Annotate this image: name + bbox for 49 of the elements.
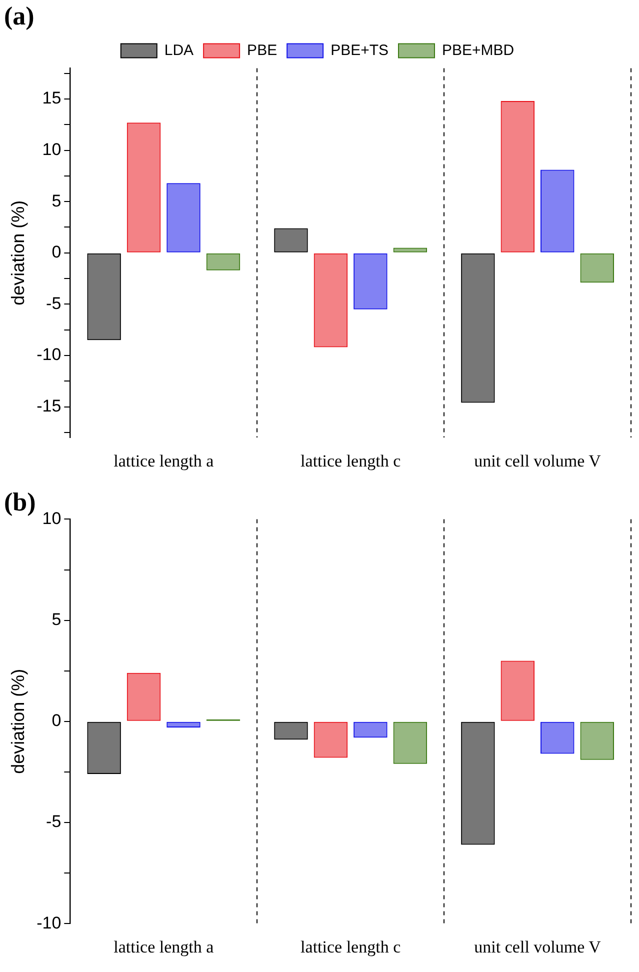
bar — [126, 672, 161, 721]
bar — [461, 253, 495, 403]
x-tick-label: unit cell volume V — [474, 937, 602, 956]
bar — [166, 722, 200, 728]
y-tick-label: -10 — [36, 345, 62, 364]
bar — [314, 253, 348, 348]
x-tick-label: unit cell volume V — [474, 451, 602, 470]
bar — [274, 722, 308, 740]
bar — [354, 253, 388, 310]
bar — [540, 170, 574, 252]
bar — [87, 722, 121, 774]
bar — [580, 253, 614, 283]
bar — [500, 101, 535, 252]
y-axis-title: deviation (%) — [8, 668, 28, 774]
x-tick-label: lattice length c — [300, 451, 402, 470]
bar — [126, 122, 161, 252]
legend-label: LDA — [164, 42, 194, 59]
bar — [393, 722, 428, 764]
y-tick-label: 15 — [42, 88, 62, 108]
bar — [580, 722, 614, 760]
y-tick-label: -5 — [46, 812, 62, 832]
y-tick-label: -15 — [36, 396, 62, 416]
bar — [87, 253, 121, 340]
bar — [166, 183, 200, 252]
bar — [461, 722, 495, 845]
y-tick-label: -5 — [46, 294, 62, 313]
chart-title: (b) — [4, 487, 36, 516]
y-tick-label: 0 — [52, 242, 62, 262]
bar — [500, 660, 535, 721]
y-tick-label: 10 — [42, 140, 62, 159]
bar — [354, 722, 388, 738]
x-tick-label: lattice length a — [114, 451, 214, 470]
bar — [274, 228, 308, 252]
x-tick-label: lattice length c — [300, 937, 402, 956]
x-tick-label: lattice length a — [114, 937, 214, 956]
legend-label: PBE+MBD — [442, 42, 514, 59]
y-tick-label: 0 — [52, 711, 62, 730]
y-tick-label: 5 — [52, 610, 62, 629]
bar — [206, 253, 240, 270]
legend-label: PBE — [247, 42, 278, 59]
bar — [393, 248, 428, 252]
y-tick-label: 10 — [42, 508, 62, 528]
y-axis-title: deviation (%) — [8, 200, 28, 306]
legend-label: PBE+TS — [330, 42, 389, 59]
chart-title: (a) — [4, 1, 34, 30]
bar — [314, 722, 348, 758]
bar — [540, 722, 574, 754]
y-tick-label: 5 — [52, 191, 62, 210]
y-tick-label: -10 — [36, 913, 62, 932]
